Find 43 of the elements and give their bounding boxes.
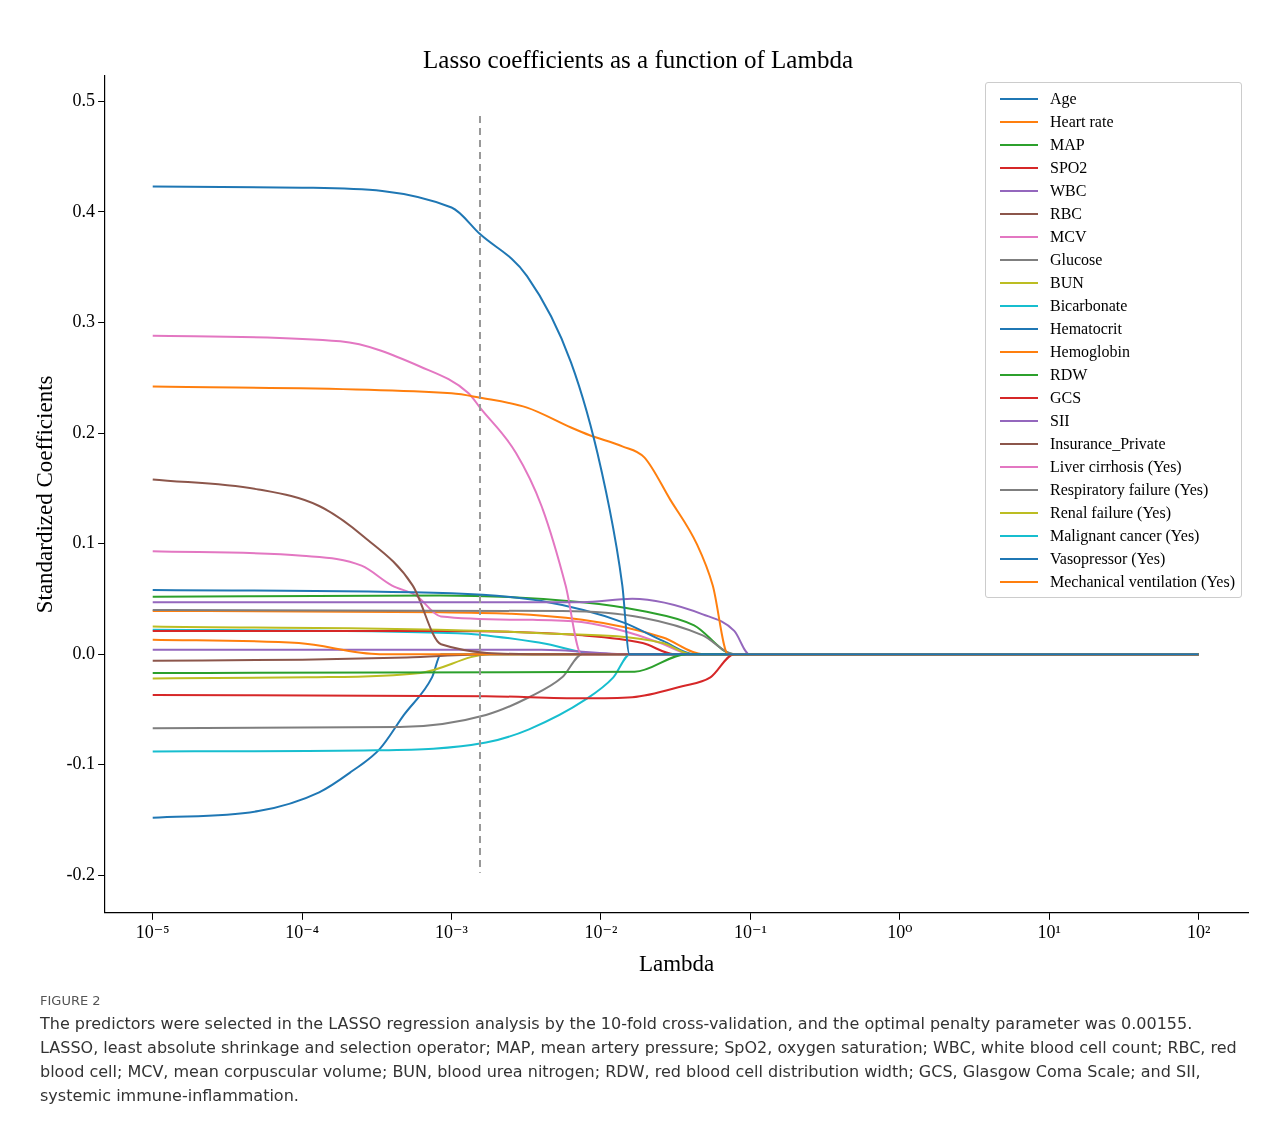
y-axis-title: Standardized Coefficients xyxy=(31,375,57,614)
legend-label: Glucose xyxy=(1050,250,1103,269)
legend-label: Hemoglobin xyxy=(1050,342,1130,361)
legend-label: GCS xyxy=(1050,388,1082,407)
x-tick-label: 10⁻⁵ xyxy=(135,922,170,943)
x-axis-title: Lambda xyxy=(638,951,715,977)
legend-label: Heart rate xyxy=(1050,112,1114,131)
y-tick-label: 0.5 xyxy=(72,90,96,111)
x-tick-label: 10⁻¹ xyxy=(733,922,767,943)
y-tick-label: 0.3 xyxy=(72,311,96,332)
legend-label: SII xyxy=(1050,411,1070,430)
legend-label: SPO2 xyxy=(1050,158,1088,177)
text: The predictors were selected in the LASSO regression analysis by the 10-fold cross-validation, and the optimal penalty parameter was 0.00155. LASSO, least absolute shrinkage and selection operator; MAP, mean artery pressure; SpO2, oxygen saturation; WBC, white blood cell count; RBC, red blood cell; MCV, mean corpuscular volume; BUN, blood urea nitrogen; RDW, red blood cell distribution width; GCS, Glasgow Coma Scale; and SII, systemic immune-inflammation. xyxy=(40,1013,1238,1107)
y-tick-label: 0.0 xyxy=(72,642,96,663)
chart-title: Lasso coefficients as a function of Lambda xyxy=(423,45,853,73)
legend-label: Age xyxy=(1050,89,1077,108)
x-tick-label: 10⁻³ xyxy=(435,922,469,943)
legend-label: Renal failure (Yes) xyxy=(1050,503,1172,522)
caption: FIGURE 2 xyxy=(40,993,102,1008)
legend-label: WBC xyxy=(1050,181,1087,200)
legend-label: Respiratory failure (Yes) xyxy=(1050,480,1209,499)
y-tick-label: 0.1 xyxy=(72,532,96,553)
legend-label: Mechanical ventilation (Yes) xyxy=(1050,572,1235,591)
legend-label: Malignant cancer (Yes) xyxy=(1050,526,1200,545)
legend-label: RDW xyxy=(1050,365,1088,384)
legend-label: Hematocrit xyxy=(1050,319,1122,338)
x-tick-label: 10¹ xyxy=(1037,922,1061,943)
legend-label: RBC xyxy=(1050,204,1083,223)
legend-label: BUN xyxy=(1050,273,1084,292)
legend-label: Liver cirrhosis (Yes) xyxy=(1050,457,1182,476)
legend-label: Insurance_Private xyxy=(1050,434,1166,453)
x-tick-label: 10⁻⁴ xyxy=(285,922,320,943)
legend-label: MCV xyxy=(1050,227,1087,246)
y-tick-label: -0.2 xyxy=(66,863,96,884)
x-tick-label: 10⁻² xyxy=(584,922,618,943)
y-tick-label: 0.4 xyxy=(72,200,96,221)
legend-label: Vasopressor (Yes) xyxy=(1050,549,1166,568)
legend-label: Bicarbonate xyxy=(1050,296,1128,315)
y-tick-label: -0.1 xyxy=(66,753,96,774)
x-tick-label: 10⁰ xyxy=(887,922,913,943)
x-tick-label: 10² xyxy=(1186,922,1211,943)
legend-label: MAP xyxy=(1050,135,1085,154)
y-tick-label: 0.2 xyxy=(72,421,96,442)
